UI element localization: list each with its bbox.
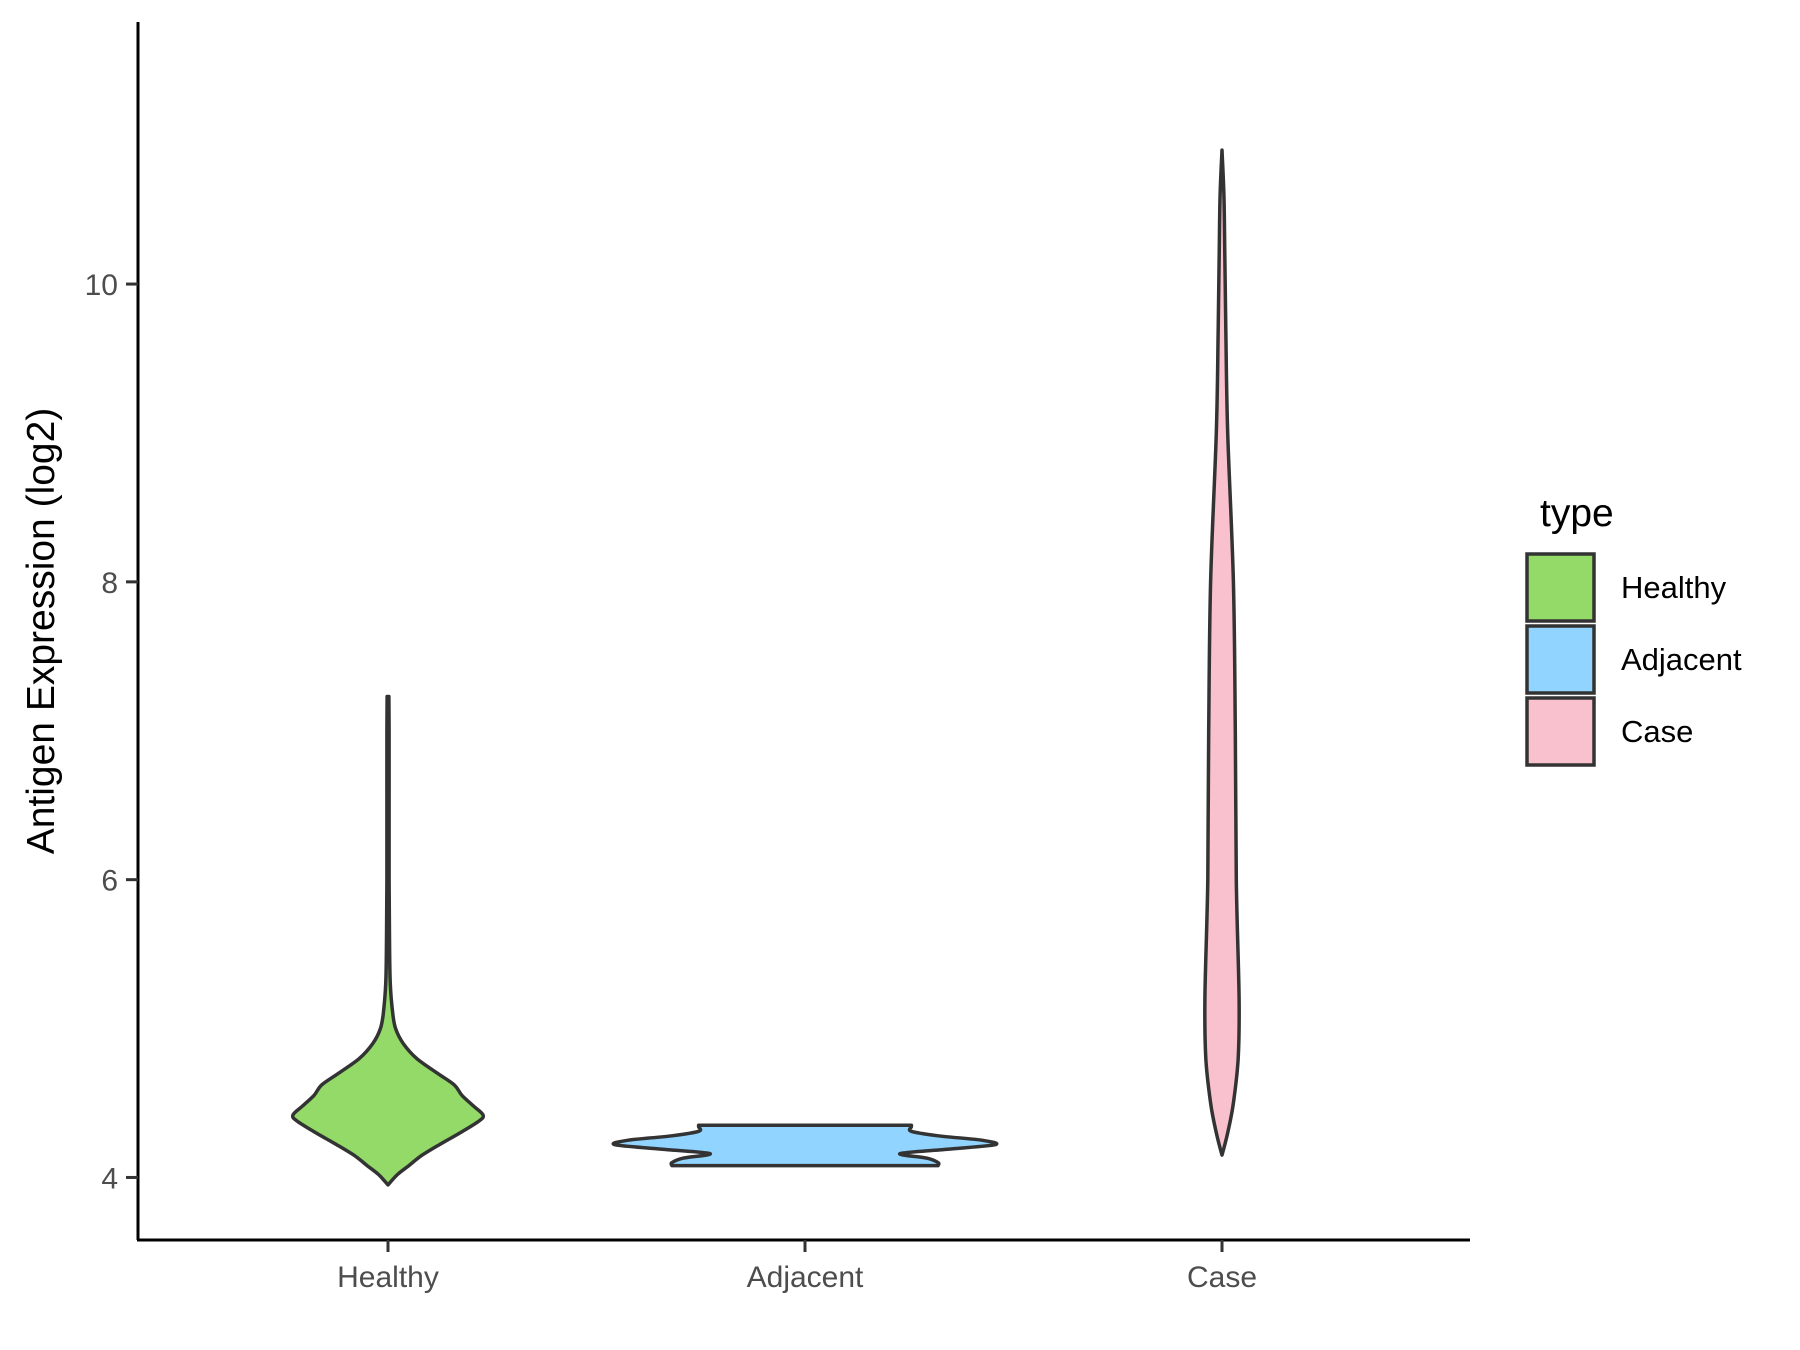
legend-label-healthy: Healthy [1621,570,1727,605]
x-tick-label: Case [1187,1261,1257,1294]
violin-layer [290,148,1241,1187]
violin-healthy [290,694,486,1187]
legend-key-adjacent [1525,624,1596,695]
x-tick-label: Healthy [337,1261,439,1294]
x-tick-label: Adjacent [747,1261,864,1294]
legend-entries: Healthy Adjacent Case [1525,552,1742,767]
legend-key-healthy [1525,552,1596,623]
legend-key-case [1525,696,1596,767]
y-tick-label: 8 [101,567,118,600]
y-tick-label: 10 [85,269,118,302]
y-axis-title: Antigen Expression (log2) [20,408,63,855]
y-tick-label: 6 [101,865,118,898]
x-ticks: Healthy Adjacent Case [337,1240,1257,1294]
legend-label-case: Case [1621,714,1693,749]
legend: type Healthy Adjacent Case [1525,492,1742,767]
y-tick-label: 4 [101,1162,118,1195]
y-ticks: 4 6 8 10 [85,269,138,1195]
violin-adjacent [611,1123,999,1168]
legend-title: type [1540,492,1614,535]
legend-label-adjacent: Adjacent [1621,642,1742,677]
violin-case [1203,148,1241,1157]
